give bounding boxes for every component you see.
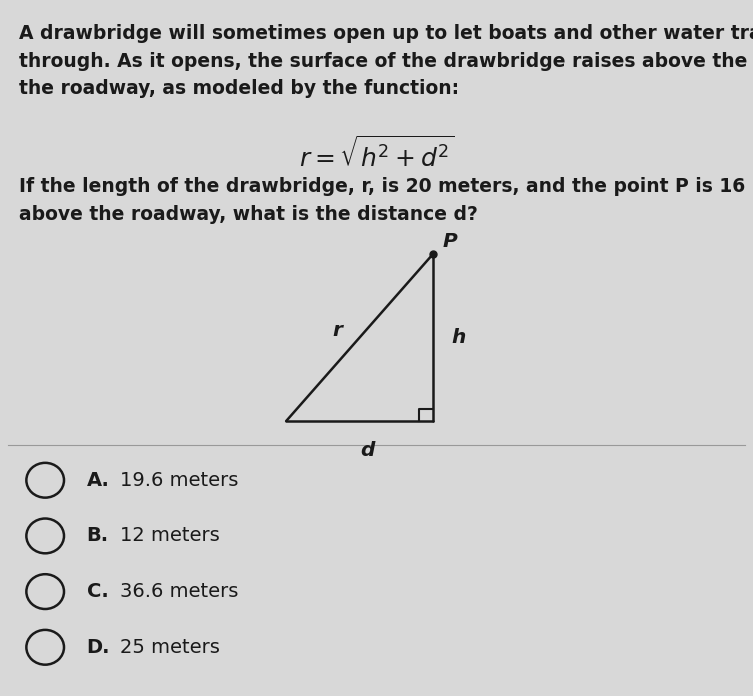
Text: 12 meters: 12 meters: [120, 526, 220, 546]
Text: $r = \sqrt{h^2 + d^2}$: $r = \sqrt{h^2 + d^2}$: [298, 136, 455, 172]
Text: C.: C.: [87, 582, 108, 601]
Text: A drawbridge will sometimes open up to let boats and other water traffic pass
th: A drawbridge will sometimes open up to l…: [19, 24, 753, 98]
Text: D.: D.: [87, 638, 110, 657]
Text: P: P: [443, 232, 458, 251]
Text: 36.6 meters: 36.6 meters: [120, 582, 239, 601]
Text: r: r: [332, 321, 342, 340]
Text: 25 meters: 25 meters: [120, 638, 221, 657]
Text: If the length of the drawbridge, r, is 20 meters, and the point P is 16 meters
a: If the length of the drawbridge, r, is 2…: [19, 177, 753, 223]
Text: A.: A.: [87, 470, 109, 490]
Text: 19.6 meters: 19.6 meters: [120, 470, 239, 490]
Text: h: h: [452, 328, 466, 347]
Text: d: d: [360, 441, 374, 459]
Text: B.: B.: [87, 526, 108, 546]
